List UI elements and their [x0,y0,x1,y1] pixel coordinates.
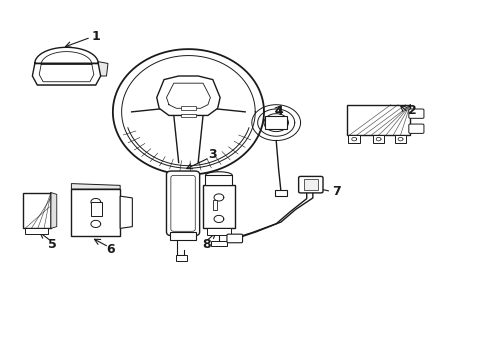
Polygon shape [96,62,108,76]
FancyBboxPatch shape [408,124,423,134]
Text: 5: 5 [47,238,56,251]
Polygon shape [71,184,120,189]
FancyBboxPatch shape [170,175,195,231]
Polygon shape [347,135,359,143]
Text: 8: 8 [202,238,210,251]
Polygon shape [71,189,120,235]
Polygon shape [210,241,226,246]
Bar [181,114,195,117]
Text: 7: 7 [331,185,340,198]
Polygon shape [120,196,132,228]
Polygon shape [51,193,57,228]
Bar [212,200,217,210]
Polygon shape [32,47,101,85]
Polygon shape [303,179,318,190]
Polygon shape [394,135,406,143]
Text: 6: 6 [106,243,115,256]
Polygon shape [25,228,48,234]
Polygon shape [35,63,98,85]
Polygon shape [346,105,409,135]
Text: 1: 1 [91,30,100,43]
FancyBboxPatch shape [298,176,323,193]
FancyBboxPatch shape [226,234,242,243]
Polygon shape [372,135,384,143]
Text: 2: 2 [407,104,416,117]
Polygon shape [175,255,187,261]
Bar [91,202,102,216]
FancyBboxPatch shape [166,171,199,235]
FancyBboxPatch shape [408,109,423,118]
Text: 3: 3 [208,148,217,161]
Polygon shape [22,193,51,228]
Polygon shape [203,185,234,228]
Bar [181,107,195,110]
Text: 4: 4 [274,105,283,118]
Bar [275,190,286,196]
Polygon shape [206,228,230,235]
Polygon shape [170,232,195,240]
Polygon shape [157,76,220,116]
Bar [265,116,286,129]
Polygon shape [205,175,232,185]
